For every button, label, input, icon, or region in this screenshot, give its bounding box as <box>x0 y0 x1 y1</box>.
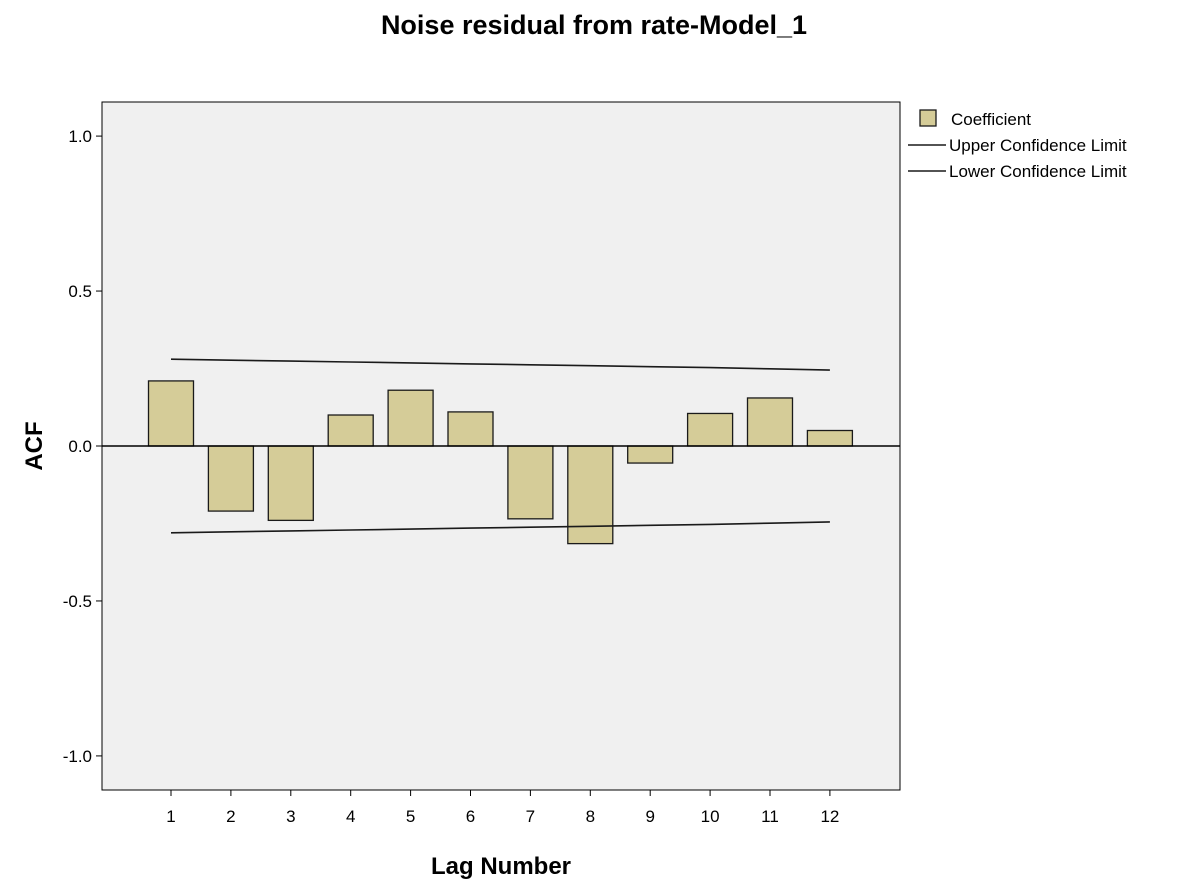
x-tick-label: 12 <box>820 807 839 826</box>
y-tick-label: 1.0 <box>68 127 92 146</box>
bar-lag-8 <box>567 445 614 545</box>
bar-lag-9 <box>627 445 674 464</box>
legend-label-upper: Upper Confidence Limit <box>949 136 1127 155</box>
bar-lag-5 <box>387 389 434 447</box>
bar-lag-4 <box>327 414 374 447</box>
bar-lag-6 <box>447 411 494 447</box>
confidence-lines-group <box>170 358 830 534</box>
y-tick-label: 0.5 <box>68 282 92 301</box>
y-axis-label: ACF <box>21 421 48 470</box>
bar-lag-11 <box>746 397 794 447</box>
x-tick-label: 10 <box>701 807 720 826</box>
y-tick-label: -0.5 <box>63 592 92 611</box>
x-axis-label: Lag Number <box>431 853 571 880</box>
bar-lag-10 <box>686 412 734 447</box>
x-tick-label: 7 <box>526 807 535 826</box>
upper-confidence-line <box>170 358 830 371</box>
bar-lag-3 <box>267 445 314 522</box>
x-tick-label: 11 <box>761 807 779 826</box>
x-tick-label: 4 <box>346 807 355 826</box>
x-axis: 1 2 3 4 5 6 7 8 9 10 11 12 <box>166 790 839 826</box>
chart-title: Noise residual from rate-Model_1 <box>380 10 808 40</box>
bar-lag-12 <box>806 429 854 447</box>
lower-confidence-line <box>170 521 830 534</box>
y-tick-label: 0.0 <box>68 437 92 456</box>
x-tick-label: 5 <box>406 807 415 826</box>
legend: Coefficient Upper Confidence Limit Lower C… <box>908 109 1127 181</box>
y-tick-label: -1.0 <box>63 747 92 766</box>
bar-lag-7 <box>507 445 554 520</box>
bars-group <box>147 380 854 545</box>
legend-label-coefficient: Coefficient <box>951 110 1031 129</box>
x-tick-label: 9 <box>645 807 654 826</box>
y-axis: 1.0 0.5 0.0 -0.5 -1.0 <box>63 127 102 766</box>
x-tick-label: 3 <box>286 807 295 826</box>
x-tick-label: 2 <box>226 807 235 826</box>
x-tick-label: 8 <box>586 807 595 826</box>
x-tick-label: 6 <box>466 807 475 826</box>
bar-lag-1 <box>147 380 195 447</box>
legend-swatch-coefficient <box>919 109 937 127</box>
bar-lag-2 <box>207 445 255 512</box>
x-tick-label: 1 <box>166 807 175 826</box>
legend-label-lower: Lower Confidence Limit <box>949 162 1127 181</box>
